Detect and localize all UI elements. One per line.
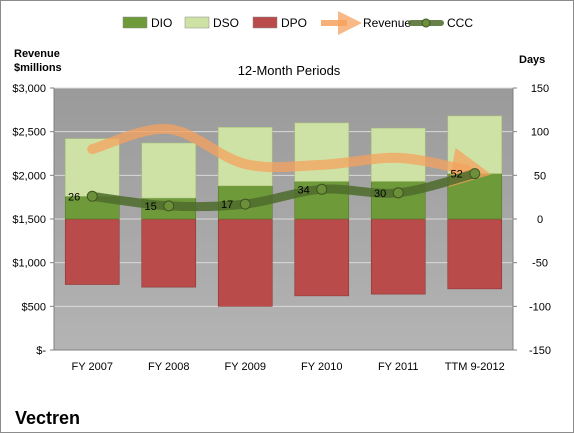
left-tick-label: $3,000 <box>12 83 46 95</box>
x-tick-label: FY 2011 <box>378 361 419 373</box>
x-tick-label: FY 2010 <box>301 361 342 373</box>
ccc-point <box>392 187 404 199</box>
ccc-label: 26 <box>68 191 80 203</box>
left-tick-label: $2,500 <box>12 127 46 139</box>
axes: $- $500 $1,000 $1,500 $2,000 $2,500 $3,000 -150… <box>12 83 551 373</box>
left-tick-label: $500 <box>22 301 46 313</box>
bar-dpo <box>64 218 120 285</box>
right-axis-label: Days <box>519 54 545 66</box>
x-tick-label: FY 2008 <box>148 361 189 373</box>
bar-dso <box>141 142 197 199</box>
right-tick-label: 100 <box>531 127 549 139</box>
legend-swatch-dio <box>122 16 148 29</box>
bar-dpo <box>447 218 503 290</box>
legend: DIO DSO DPO Revenue CCC <box>122 11 473 35</box>
right-tick-label: 50 <box>534 170 546 182</box>
legend-label-dio: DIO <box>151 16 172 30</box>
bar-dso <box>294 122 350 182</box>
company-name: Vectren <box>15 408 80 428</box>
ccc-point <box>86 190 98 202</box>
legend-swatch-ccc-dot <box>421 18 431 28</box>
bar-dpo <box>294 218 350 297</box>
right-tick-label: 150 <box>531 83 549 95</box>
x-tick-label: FY 2009 <box>225 361 266 373</box>
ccc-line <box>87 169 480 212</box>
bar-dpo <box>370 218 426 295</box>
x-tick-label: FY 2007 <box>72 361 113 373</box>
left-axis-label-line2: $millions <box>14 62 62 74</box>
ccc-point <box>316 183 328 195</box>
bars <box>64 115 503 307</box>
ccc-label: 15 <box>145 201 157 213</box>
ccc-label: 52 <box>451 169 463 181</box>
revenue-line <box>87 123 492 188</box>
ccc-point <box>469 168 481 180</box>
ccc-point <box>163 200 175 212</box>
left-tick-label: $1,500 <box>12 214 46 226</box>
ccc-point <box>239 198 251 210</box>
left-tick-label: $1,000 <box>12 258 46 270</box>
legend-label-dso: DSO <box>213 16 239 30</box>
lines: 26 15 17 34 30 52 <box>68 123 492 213</box>
bar-dpo <box>141 218 197 288</box>
right-tick-label: -50 <box>532 258 548 270</box>
right-tick-label: -100 <box>529 301 551 313</box>
x-tick-label: TTM 9-2012 <box>445 361 505 373</box>
legend-label-dpo: DPO <box>281 16 307 30</box>
legend-label-revenue: Revenue <box>363 16 411 30</box>
left-axis-label-line1: Revenue <box>14 48 60 60</box>
left-tick-label: $2,000 <box>12 170 46 182</box>
legend-swatch-dpo <box>252 16 278 29</box>
right-tick-label: 0 <box>537 214 543 226</box>
ccc-label: 30 <box>374 188 386 200</box>
legend-swatch-dso <box>184 16 210 29</box>
ccc-label: 34 <box>298 184 310 196</box>
bar-dpo <box>217 218 273 307</box>
left-tick-label: $- <box>36 345 46 357</box>
legend-label-ccc: CCC <box>447 16 473 30</box>
right-tick-label: -150 <box>529 345 551 357</box>
ccc-label: 17 <box>221 199 233 211</box>
chart-title: 12-Month Periods <box>238 63 341 78</box>
